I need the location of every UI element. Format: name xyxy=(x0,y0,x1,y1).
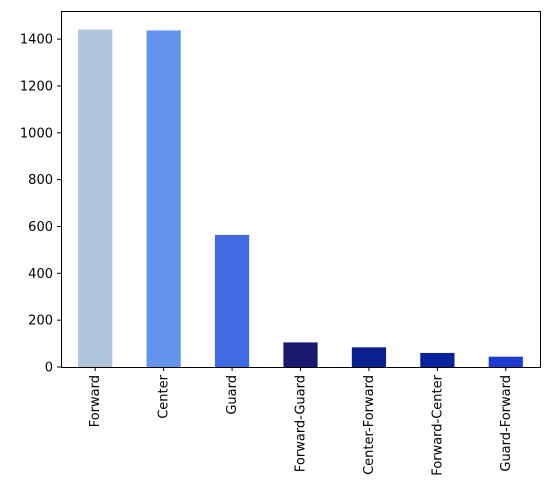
bar-guard-forward xyxy=(488,356,523,367)
y-tick-label: 200 xyxy=(28,314,53,329)
y-tick-label: 0 xyxy=(45,361,53,376)
y-tick-label: 600 xyxy=(28,220,53,235)
bars-group xyxy=(78,29,523,368)
x-tick-label: Forward xyxy=(88,375,103,427)
x-tick-label: Forward-Guard xyxy=(294,375,309,472)
bar-forward-guard xyxy=(283,342,318,367)
y-tick-label: 1400 xyxy=(20,33,53,48)
bar-center xyxy=(146,30,181,367)
x-tick-label: Forward-Center xyxy=(430,374,445,475)
y-tick-label: 1200 xyxy=(20,79,53,94)
x-tick-label: Guard-Forward xyxy=(499,375,514,472)
bar-guard xyxy=(214,234,250,367)
y-tick-label: 1000 xyxy=(20,126,53,141)
x-tick-label: Center-Forward xyxy=(362,375,377,475)
bar-forward xyxy=(78,29,113,368)
x-axis: Forward Center Guard Forward-Guard Center-Fo… xyxy=(88,367,514,476)
x-tick-label: Guard xyxy=(225,375,240,415)
bar-forward-center xyxy=(420,352,455,367)
y-tick-label: 800 xyxy=(28,173,53,188)
x-tick-label: Center xyxy=(157,374,172,418)
plot-frame xyxy=(61,11,541,368)
y-tick-label: 400 xyxy=(28,267,53,282)
bar-center-forward xyxy=(351,347,387,367)
y-axis: 0 200 400 600 800 1000 1200 1400 xyxy=(20,33,61,376)
